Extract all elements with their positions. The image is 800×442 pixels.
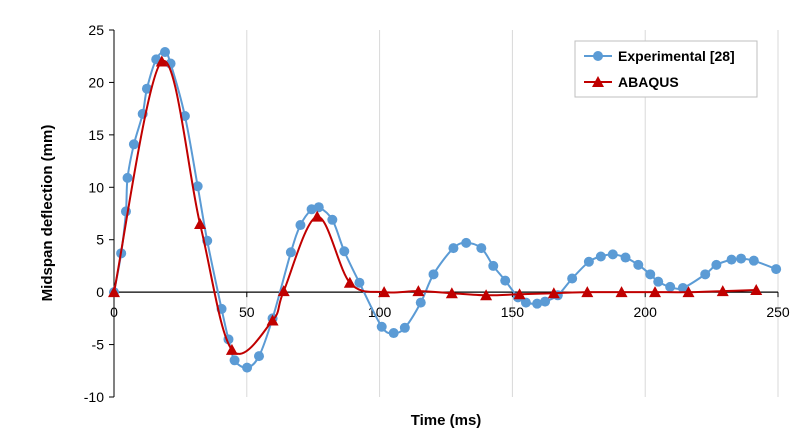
data-point: [653, 276, 664, 287]
y-axis-title: Midspan deflection (mm): [39, 125, 56, 302]
data-point: [488, 260, 499, 271]
data-point: [311, 210, 324, 222]
data-point: [108, 286, 120, 298]
data-point: [726, 254, 737, 265]
legend-label-experimental: Experimental [28]: [618, 48, 735, 64]
data-point: [399, 322, 410, 333]
data-point: [682, 286, 695, 298]
data-point: [711, 259, 722, 270]
data-point: [532, 298, 543, 309]
data-point: [750, 284, 763, 296]
data-point: [155, 55, 168, 67]
data-point: [480, 289, 493, 301]
y-tick-label: -5: [92, 337, 105, 353]
y-tick-label: 15: [88, 127, 104, 143]
y-tick-label: 5: [96, 232, 104, 248]
data-point: [277, 285, 290, 297]
legend: Experimental [28] ABAQUS: [574, 40, 758, 98]
data-point: [159, 47, 170, 58]
data-point: [285, 247, 296, 258]
data-point: [343, 276, 356, 288]
series-0: [109, 47, 782, 373]
series-1: [108, 55, 763, 355]
data-point: [620, 252, 631, 263]
legend-entry-experimental: Experimental [28]: [584, 48, 735, 64]
legend-box: [574, 40, 758, 98]
data-point: [736, 253, 747, 264]
data-point: [595, 251, 606, 262]
y-tick-label: 10: [88, 179, 104, 195]
data-point: [649, 286, 662, 298]
legend-label-abaqus: ABAQUS: [618, 74, 679, 90]
data-point: [192, 181, 203, 192]
data-point: [540, 296, 551, 307]
series-line: [113, 50, 777, 369]
data-point: [748, 255, 759, 266]
data-point: [120, 206, 131, 217]
data-point: [547, 287, 560, 299]
x-tick-label: 250: [766, 304, 790, 320]
data-point: [122, 172, 133, 183]
data-point: [645, 269, 656, 280]
data-point: [242, 362, 253, 373]
data-point: [428, 269, 439, 280]
data-point: [445, 287, 458, 299]
data-point: [476, 243, 487, 254]
data-point: [716, 285, 729, 297]
y-tick-label: -10: [84, 389, 104, 405]
y-tick-label: 20: [88, 74, 104, 90]
data-point: [266, 314, 279, 326]
data-point: [339, 246, 350, 257]
data-point: [520, 297, 531, 308]
data-point: [388, 328, 399, 339]
series-line: [113, 60, 757, 355]
y-tick-label: 0: [96, 284, 104, 300]
x-axis-title: Time (ms): [411, 412, 482, 429]
data-point: [700, 269, 711, 280]
series-group: [108, 47, 782, 373]
data-point: [254, 351, 265, 362]
data-point: [500, 275, 511, 286]
data-point: [412, 285, 425, 297]
data-point: [313, 202, 324, 213]
legend-marker-abaqus: [592, 76, 604, 87]
data-point: [354, 277, 365, 288]
data-point: [665, 281, 676, 292]
legend-entry-abaqus: ABAQUS: [584, 74, 679, 90]
x-tick-label: 200: [634, 304, 658, 320]
x-tick-label: 150: [501, 304, 525, 320]
data-point: [141, 83, 152, 94]
data-point: [225, 343, 238, 355]
data-point: [415, 297, 426, 308]
data-point: [461, 237, 472, 248]
x-tick-label: 0: [110, 304, 118, 320]
data-point: [327, 214, 338, 225]
x-tick-label: 50: [239, 304, 255, 320]
data-point: [229, 355, 240, 366]
data-point: [448, 243, 459, 254]
y-tick-label: 25: [88, 22, 104, 38]
data-point: [376, 321, 387, 332]
x-tick-label: 100: [368, 304, 392, 320]
data-point: [677, 282, 688, 293]
data-point: [633, 259, 644, 270]
data-point: [581, 286, 594, 298]
data-point: [378, 286, 391, 298]
data-point: [567, 273, 578, 284]
data-point: [771, 264, 782, 275]
legend-marker-experimental: [593, 51, 603, 61]
data-point: [128, 139, 139, 150]
data-point: [607, 249, 618, 260]
data-point: [513, 288, 526, 300]
data-point: [615, 286, 628, 298]
data-point: [194, 217, 207, 229]
data-point: [583, 256, 594, 267]
data-point: [295, 220, 306, 231]
